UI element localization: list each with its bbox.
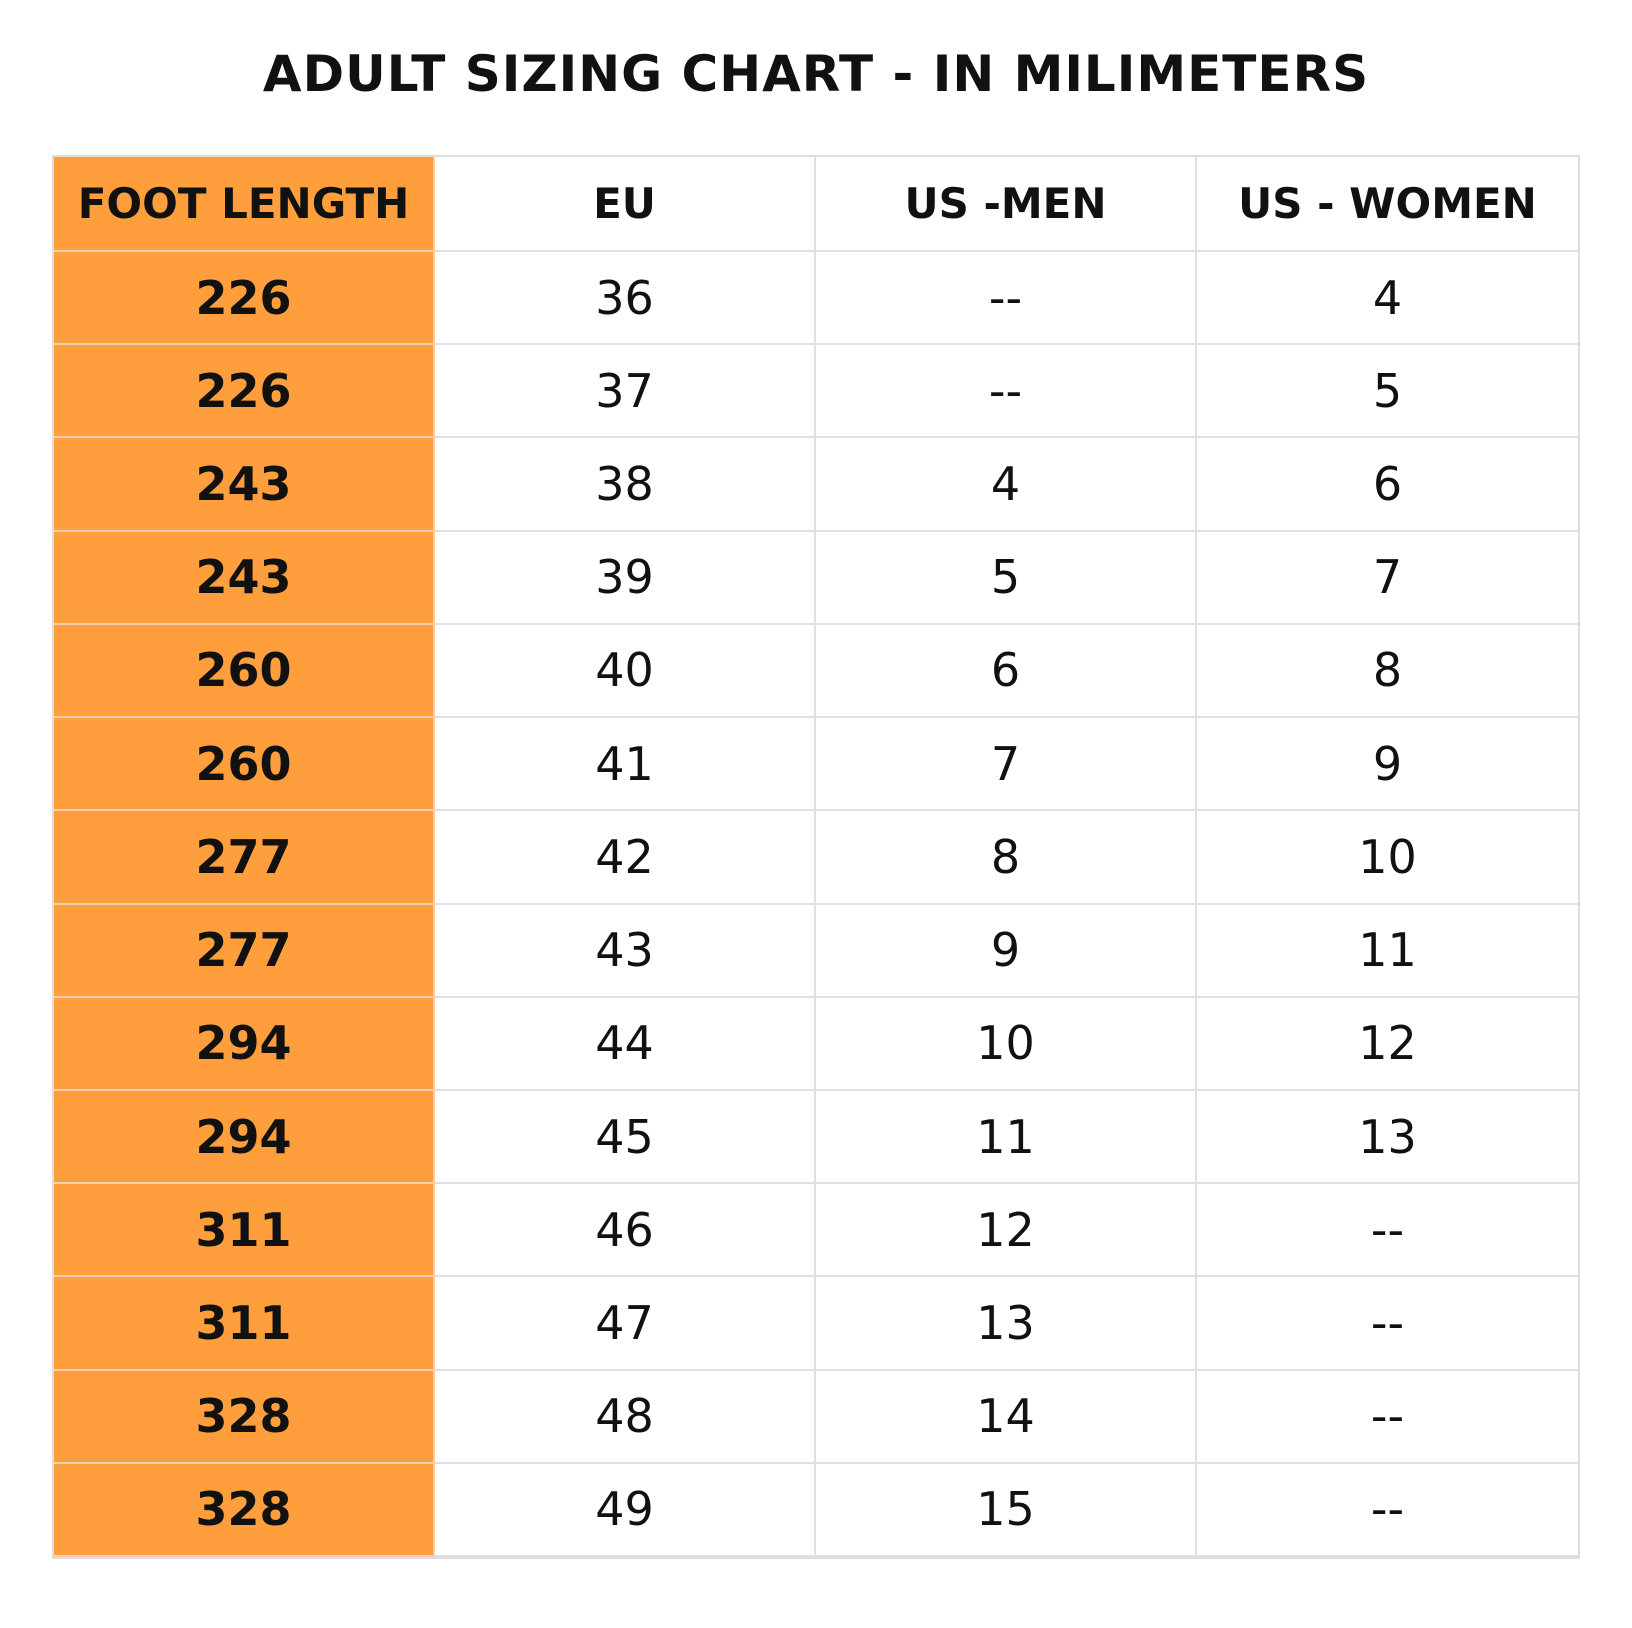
- title: ADULT SIZING CHART - IN MILIMETERS: [262, 45, 1370, 103]
- table-cell: 48: [435, 1370, 816, 1464]
- table-cell: 5: [1197, 345, 1578, 439]
- table-cell: 311: [54, 1184, 435, 1278]
- table-cell: 12: [816, 1184, 1197, 1278]
- header-cell: US - WOMEN: [1197, 157, 1578, 252]
- table-cell: 277: [54, 904, 435, 998]
- table-cell: 311: [54, 1277, 435, 1371]
- table-cell: 46: [435, 1184, 816, 1278]
- table-cell: 41: [435, 718, 816, 812]
- table-cell: 38: [435, 438, 816, 532]
- table-cell: 15: [816, 1463, 1197, 1557]
- size-table: FOOT LENGTH EU US -MEN US - WOMEN 226 36 -- 4 22…: [52, 155, 1580, 1559]
- table-cell: 49: [435, 1463, 816, 1557]
- table-cell: 294: [54, 997, 435, 1091]
- header-cell: EU: [435, 157, 816, 252]
- table-cell: 12: [1197, 998, 1578, 1091]
- table-cell: 277: [54, 811, 435, 905]
- table-cell: 47: [435, 1277, 816, 1371]
- table-cell: --: [1197, 1277, 1578, 1371]
- table-cell: 260: [54, 718, 435, 812]
- table-cell: 294: [54, 1090, 435, 1185]
- table-cell: 10: [816, 997, 1197, 1091]
- table-cell: 243: [54, 531, 435, 625]
- table-cell: 43: [435, 904, 816, 998]
- table-cell: 11: [816, 1090, 1197, 1185]
- table-cell: --: [816, 345, 1197, 439]
- table-cell: 9: [816, 904, 1197, 998]
- table-cell: 9: [1197, 718, 1578, 812]
- table-cell: 40: [435, 624, 816, 719]
- table-cell: 328: [54, 1463, 435, 1557]
- table-cell: 39: [435, 531, 816, 625]
- table-cell: 44: [435, 997, 816, 1091]
- table-cell: 5: [816, 531, 1197, 625]
- table-cell: --: [816, 252, 1197, 346]
- table-cell: 45: [435, 1090, 816, 1185]
- table-cell: 36: [435, 252, 816, 346]
- table-cell: 4: [816, 438, 1197, 532]
- table-cell: 226: [54, 345, 435, 439]
- table-cell: 7: [1197, 532, 1578, 625]
- table-cell: 37: [435, 345, 816, 439]
- table-cell: 243: [54, 438, 435, 532]
- table-cell: 4: [1197, 252, 1578, 346]
- header-cell: US -MEN: [816, 157, 1197, 252]
- table-cell: --: [1197, 1184, 1578, 1278]
- header-cell: FOOT LENGTH: [54, 157, 435, 252]
- table-cell: 11: [1197, 905, 1578, 998]
- table-cell: 42: [435, 811, 816, 905]
- table-cell: 13: [1197, 1091, 1578, 1185]
- table-cell: 260: [54, 624, 435, 719]
- table-cell: 6: [816, 624, 1197, 719]
- table-cell: --: [1197, 1464, 1578, 1557]
- table-cell: 8: [816, 811, 1197, 905]
- table-cell: 13: [816, 1277, 1197, 1371]
- table-cell: --: [1197, 1371, 1578, 1464]
- table-cell: 8: [1197, 625, 1578, 719]
- table-cell: 14: [816, 1370, 1197, 1464]
- table-cell: 7: [816, 718, 1197, 812]
- table-cell: 6: [1197, 438, 1578, 532]
- table-cell: 328: [54, 1370, 435, 1464]
- table-cell: 10: [1197, 811, 1578, 905]
- table-cell: 226: [54, 252, 435, 346]
